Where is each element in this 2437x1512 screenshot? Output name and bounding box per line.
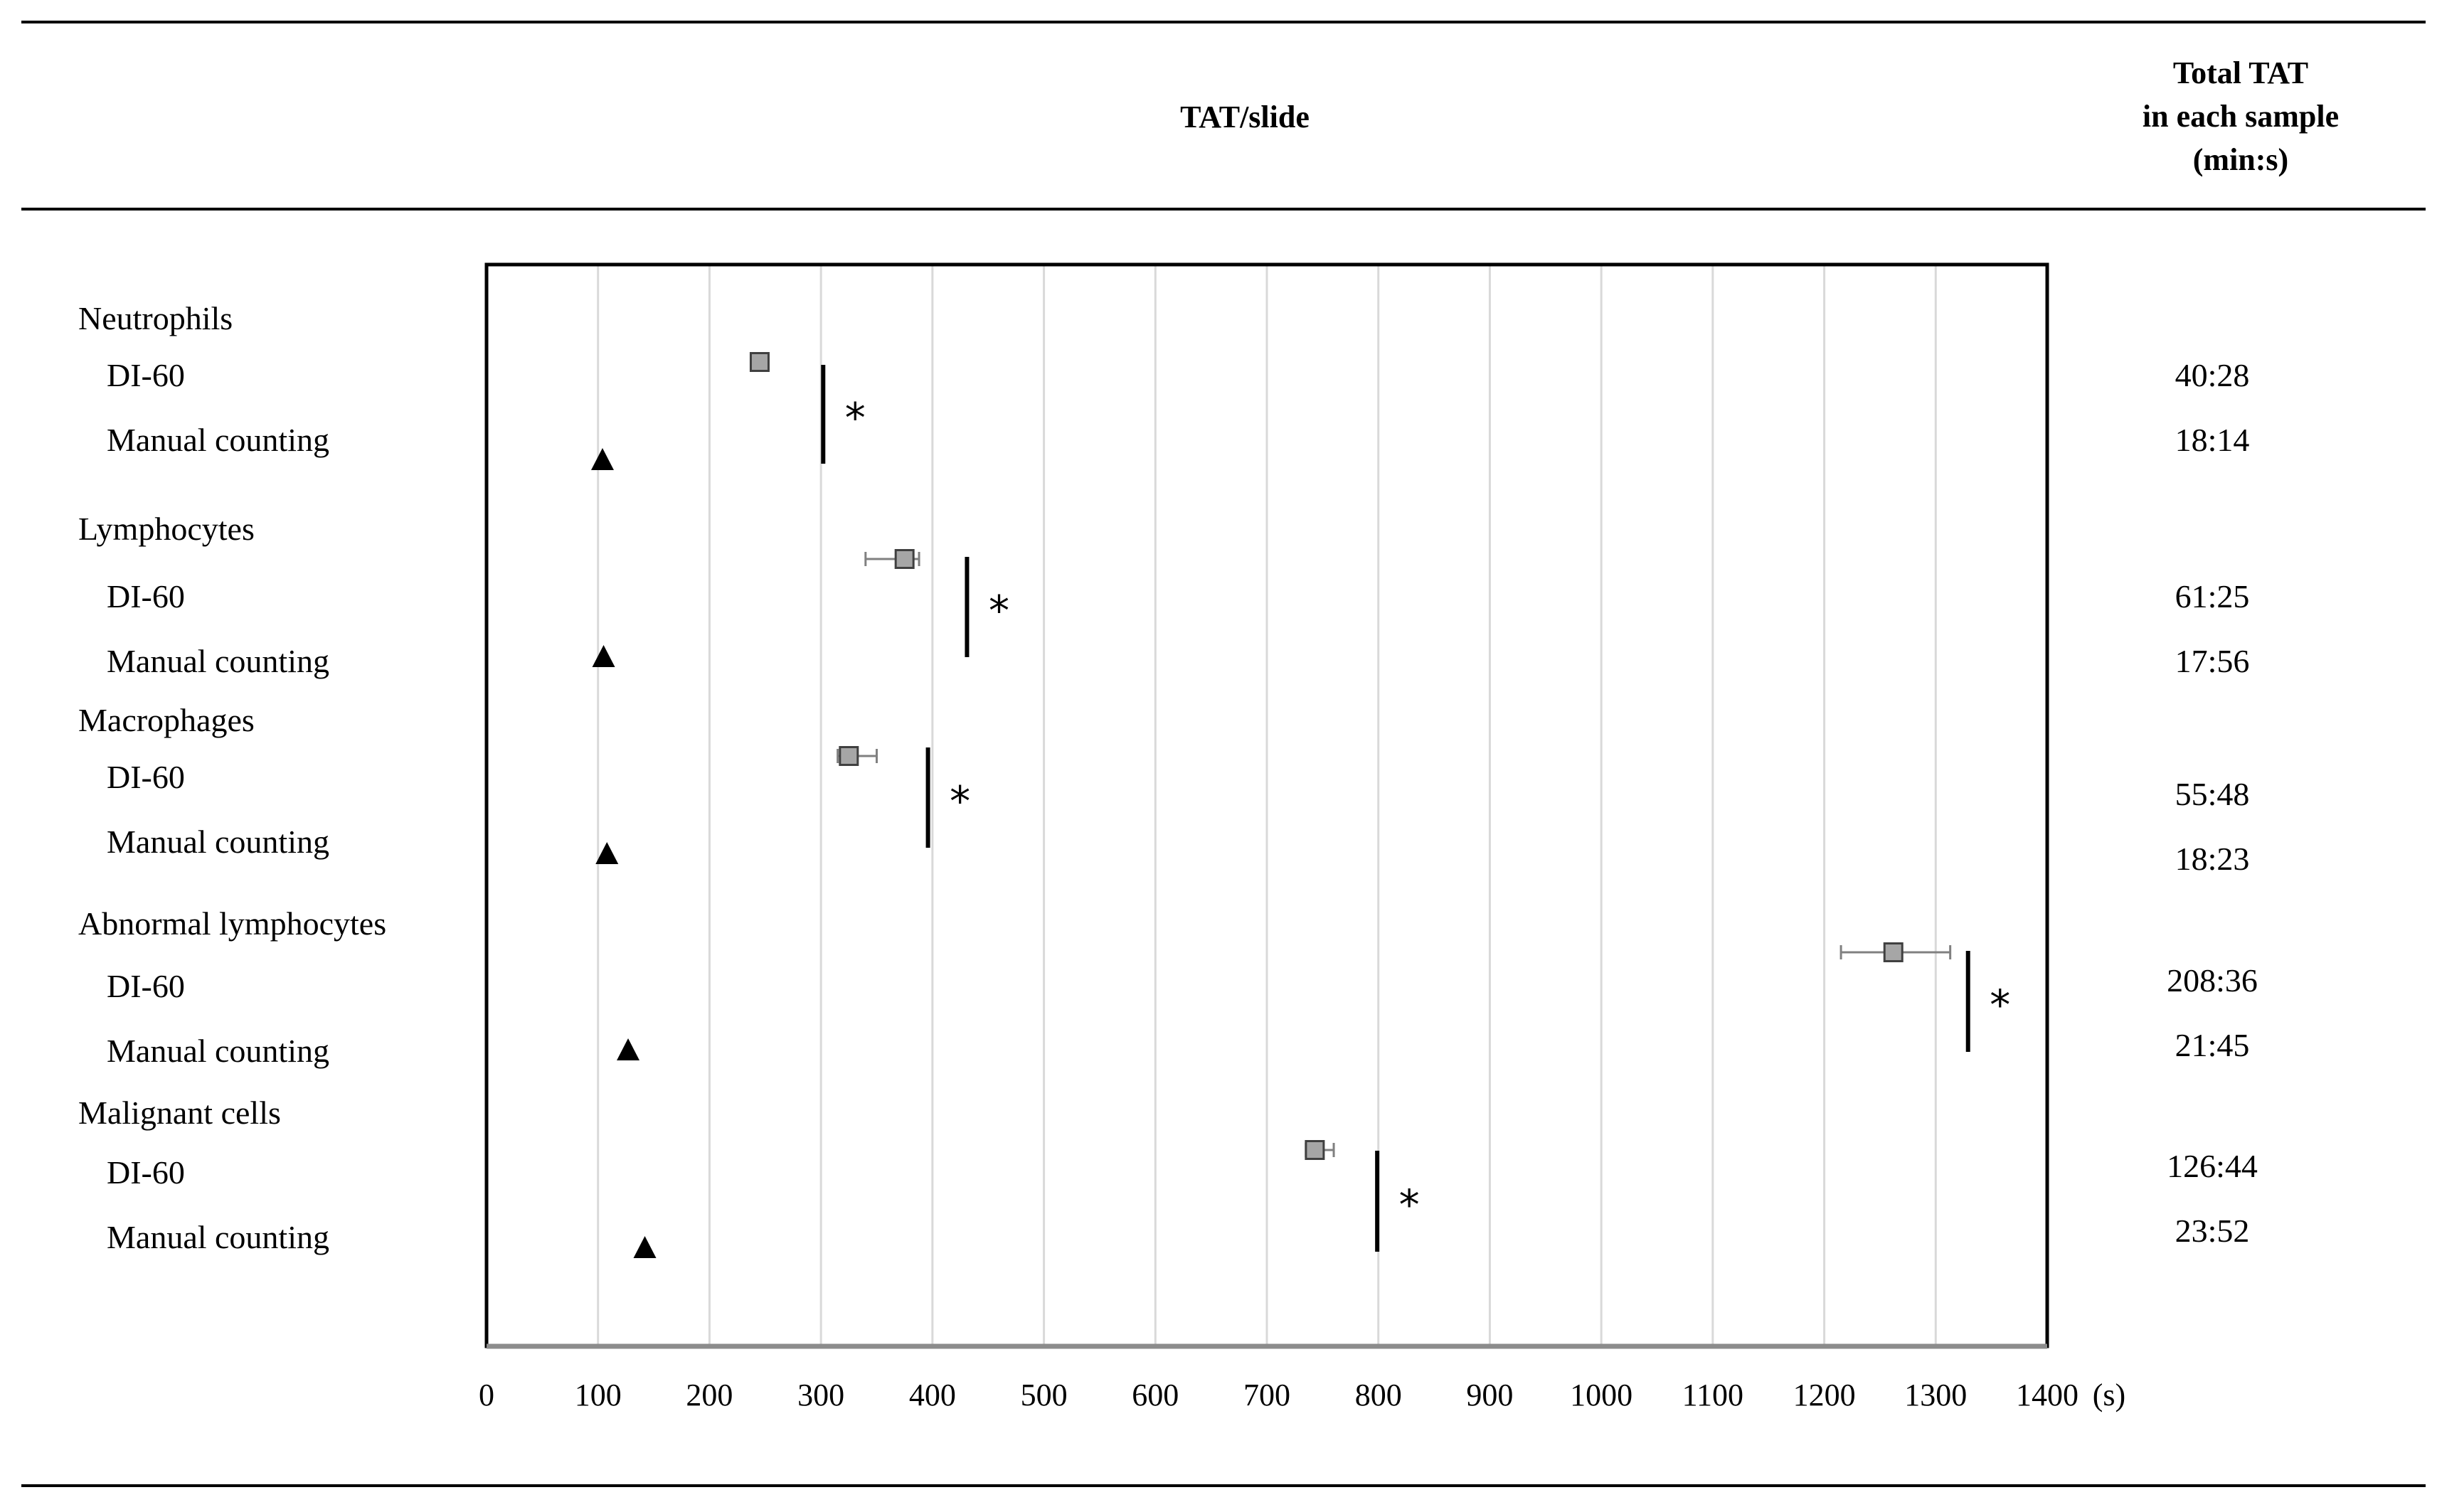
row-label-di60: DI-60 bbox=[107, 357, 185, 393]
table-top-rule bbox=[21, 21, 2426, 23]
row-label-manual: Manual counting bbox=[107, 824, 329, 860]
x-tick-label: 100 bbox=[575, 1378, 622, 1412]
di60-point bbox=[1305, 1140, 1325, 1160]
group-label-abnormal-lymphocytes: Abnormal lymphocytes bbox=[78, 905, 387, 942]
total-tat-header-line1: Total TAT bbox=[2172, 55, 2309, 90]
total-tat-value: 208:36 bbox=[2167, 962, 2258, 999]
manual-point bbox=[590, 448, 614, 470]
total-tat-value: 61:25 bbox=[2175, 578, 2250, 614]
total-tat-value: 23:52 bbox=[2175, 1213, 2250, 1249]
x-tick-label: 900 bbox=[1466, 1378, 1513, 1412]
significance-asterisk: * bbox=[845, 394, 866, 442]
x-tick-label: 600 bbox=[1132, 1378, 1179, 1412]
x-tick-label: 200 bbox=[686, 1378, 733, 1412]
x-tick-label: 800 bbox=[1355, 1378, 1402, 1412]
group-label-malignant-cells: Malignant cells bbox=[78, 1095, 281, 1131]
total-tat-value: 21:45 bbox=[2175, 1027, 2250, 1063]
significance-asterisk: * bbox=[1990, 981, 2010, 1029]
total-tat-value: 18:23 bbox=[2175, 841, 2250, 877]
total-tat-value: 18:14 bbox=[2175, 422, 2250, 458]
total-tat-value: 40:28 bbox=[2175, 357, 2250, 393]
group-label-macrophages: Macrophages bbox=[78, 702, 255, 738]
group-label-lymphocytes: Lymphocytes bbox=[78, 511, 255, 547]
x-unit-label: (s) bbox=[2093, 1378, 2125, 1412]
manual-point bbox=[595, 842, 619, 864]
manual-point bbox=[633, 1236, 657, 1258]
total-tat-value: 55:48 bbox=[2175, 776, 2250, 812]
row-label-manual: Manual counting bbox=[107, 422, 329, 458]
table-bottom-rule bbox=[21, 1484, 2426, 1487]
x-tick-label: 700 bbox=[1243, 1378, 1290, 1412]
manual-point bbox=[617, 1038, 640, 1060]
total-tat-header-line2: in each sample bbox=[2142, 99, 2340, 134]
x-tick-label: 1400 bbox=[2016, 1378, 2078, 1412]
x-tick-label: 400 bbox=[909, 1378, 956, 1412]
di60-point bbox=[894, 549, 915, 569]
di60-point bbox=[839, 746, 859, 766]
total-tat-header: Total TAT in each sample (min:s) bbox=[2091, 51, 2390, 181]
total-tat-value: 126:44 bbox=[2167, 1148, 2258, 1184]
tat-per-slide-header: TAT/slide bbox=[1180, 100, 1310, 134]
row-label-di60: DI-60 bbox=[107, 578, 185, 614]
row-label-manual: Manual counting bbox=[107, 1033, 329, 1069]
group-label-neutrophils: Neutrophils bbox=[78, 300, 233, 336]
row-label-di60: DI-60 bbox=[107, 1154, 185, 1191]
x-tick-label: 300 bbox=[797, 1378, 844, 1412]
x-tick-label: 0 bbox=[479, 1378, 494, 1412]
total-tat-value: 17:56 bbox=[2175, 643, 2250, 679]
x-tick-label: 1200 bbox=[1793, 1378, 1856, 1412]
manual-point bbox=[592, 645, 615, 667]
di60-point bbox=[1883, 942, 1904, 962]
significance-asterisk: * bbox=[989, 587, 1009, 635]
significance-asterisk: * bbox=[950, 777, 970, 826]
x-tick-label: 1000 bbox=[1570, 1378, 1632, 1412]
row-label-manual: Manual counting bbox=[107, 1219, 329, 1255]
header-bottom-rule bbox=[21, 208, 2426, 211]
x-tick-label: 1100 bbox=[1682, 1378, 1743, 1412]
row-label-di60: DI-60 bbox=[107, 968, 185, 1004]
row-label-manual: Manual counting bbox=[107, 643, 329, 679]
x-tick-label: 1300 bbox=[1904, 1378, 1967, 1412]
di60-point bbox=[749, 352, 770, 372]
x-tick-label: 500 bbox=[1021, 1378, 1068, 1412]
row-label-di60: DI-60 bbox=[107, 759, 185, 795]
significance-asterisk: * bbox=[1399, 1181, 1420, 1229]
total-tat-header-line3: (min:s) bbox=[2192, 142, 2289, 177]
